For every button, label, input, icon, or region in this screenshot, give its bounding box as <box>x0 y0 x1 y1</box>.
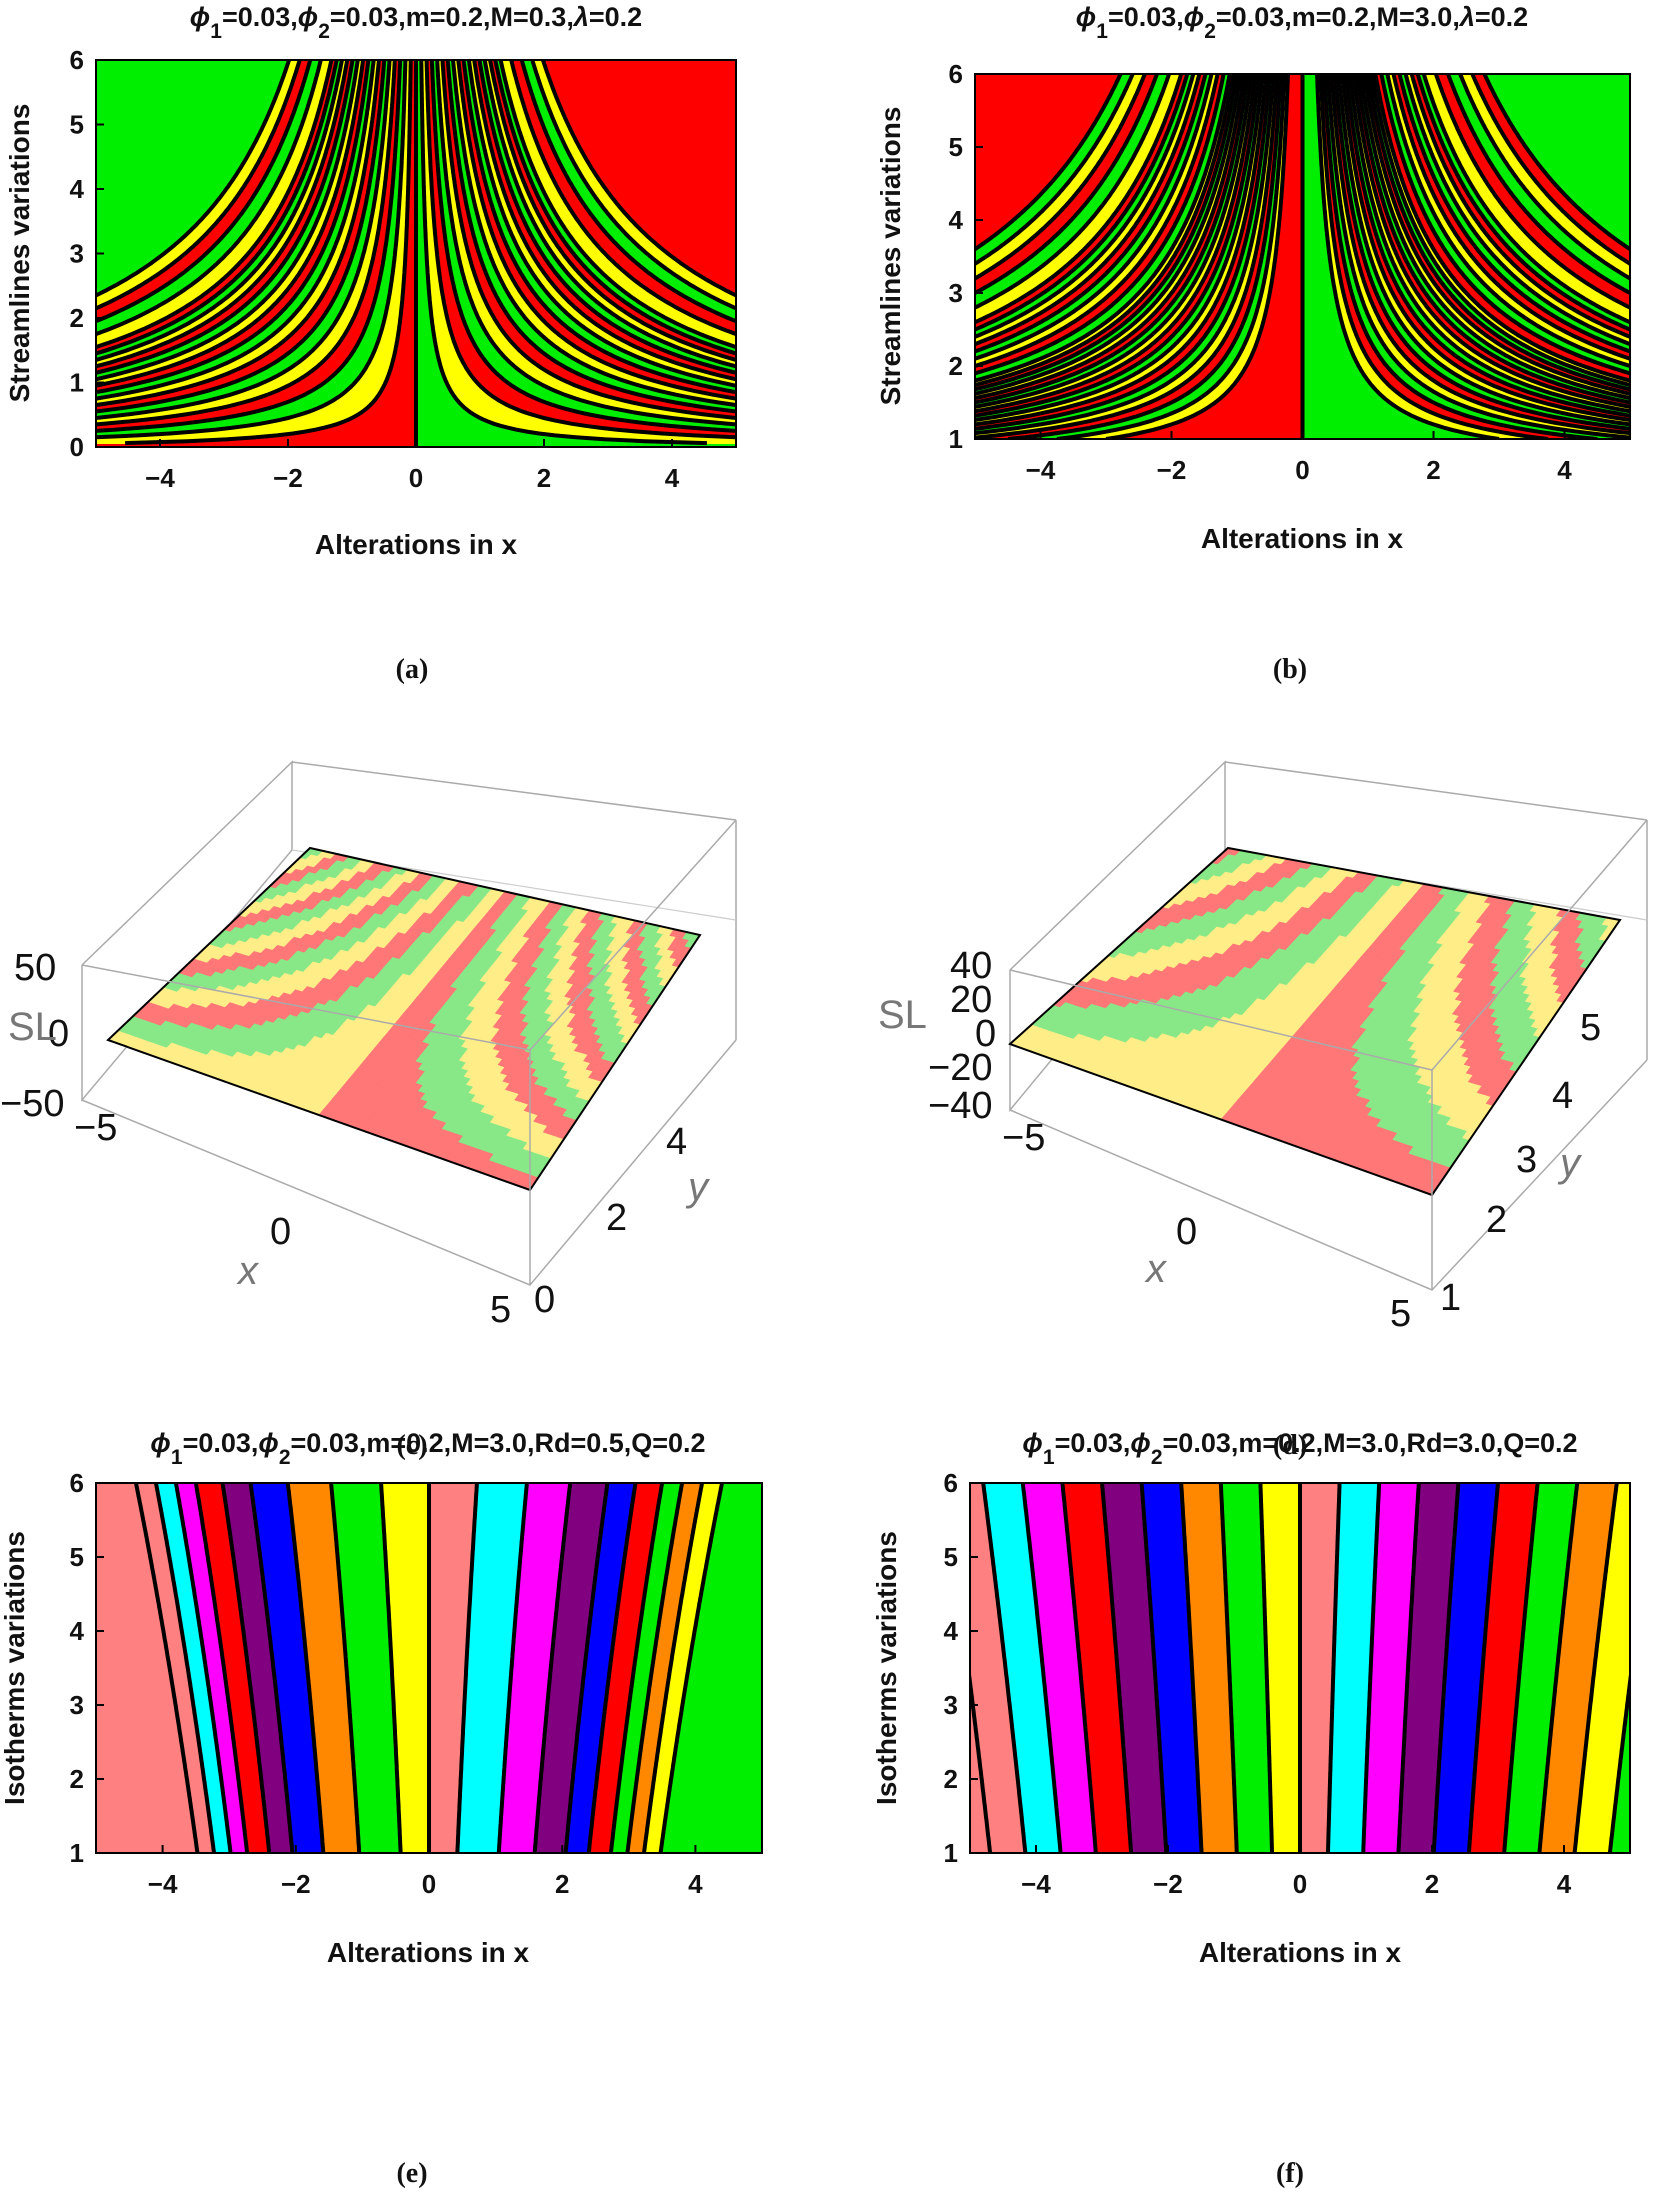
panel-a: ϕ1=0.03,ϕ2=0.03,m=0.2,M=0.3,λ=0.2 −4 −2 0 2… <box>4 2 800 685</box>
title-part: 2 <box>318 20 330 43</box>
title-part: =0.2 <box>589 2 642 32</box>
title-part: =0.03,m=0.2,M=0.3, <box>330 2 574 32</box>
title-part: =0.03, <box>222 2 298 32</box>
panel-a-contour-plot <box>32 60 800 448</box>
title-part: ϕ <box>190 2 210 32</box>
figure-canvas: ϕ1=0.03,ϕ2=0.03,m=0.2,M=0.3,λ=0.2 −4 −2 0 2… <box>0 0 1654 2193</box>
panel-a-title: ϕ1=0.03,ϕ2=0.03,m=0.2,M=0.3,λ=0.2 <box>190 2 642 43</box>
title-part: λ <box>572 2 589 32</box>
title-part: 1 <box>210 20 222 43</box>
title-part: ϕ <box>298 2 318 32</box>
